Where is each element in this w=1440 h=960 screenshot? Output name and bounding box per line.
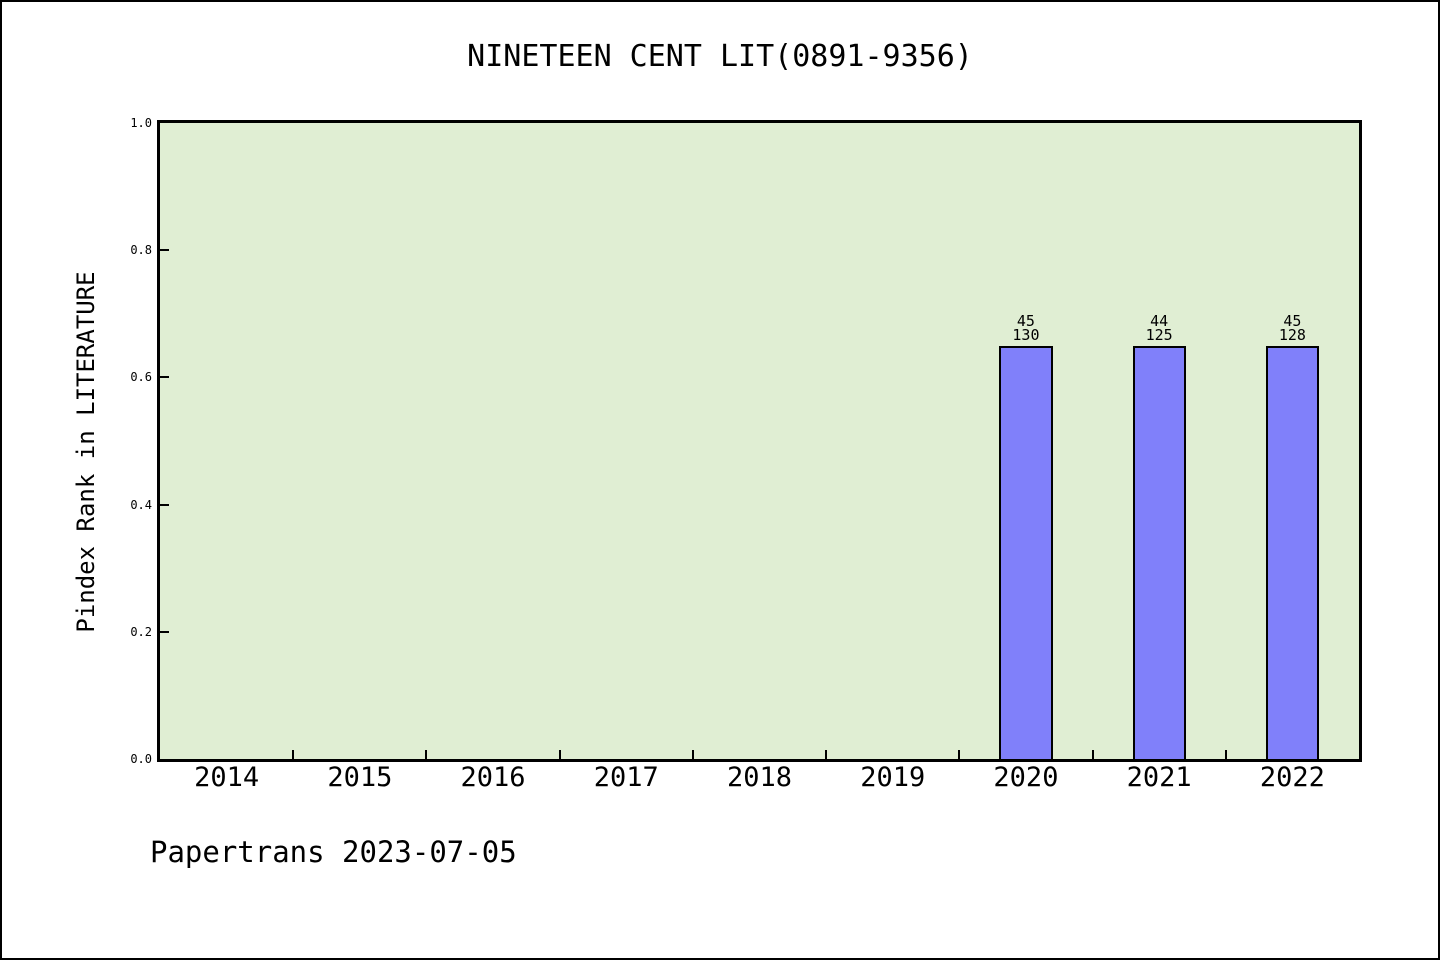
bar-2022 [1265,345,1320,759]
plot-area: 45 130 44 125 45 128 [157,120,1362,762]
x-axis-tick-labels: 2014 2015 2016 2017 2018 2019 2020 2021 2022 [160,762,1359,798]
y-tick-mark [160,630,169,633]
bar-2021 [1132,345,1186,759]
x-tick-label: 2018 [726,762,793,793]
y-tick-mark [160,376,169,379]
y-tick-mark [160,249,169,252]
bar-value-label: 45 128 [1278,311,1306,344]
x-tick-mark [1224,750,1227,759]
y-tick-label: 1.0 [130,116,152,130]
y-axis-tick-labels: 0.0 0.2 0.4 0.6 0.8 1.0 [2,116,152,766]
y-tick-label: 0.6 [130,370,152,385]
x-tick-label: 2019 [860,762,926,793]
y-tick-mark [160,503,169,506]
x-tick-label: 2016 [460,762,526,793]
y-tick-label: 0.8 [130,243,152,258]
x-tick-mark [425,750,428,759]
y-tick-label: 0.4 [130,497,152,512]
y-tick-label: 0.2 [130,624,152,639]
bar-value-label: 44 125 [1145,311,1173,344]
bar-2020 [999,345,1053,759]
x-tick-mark [958,750,961,759]
bar-value-label: 45 130 [1012,311,1040,344]
x-tick-mark [825,750,828,759]
x-tick-label: 2021 [1126,762,1192,793]
x-tick-mark [1091,750,1094,759]
x-tick-mark [558,750,561,759]
watermark-text: Papertrans 2023-07-05 [150,835,517,869]
x-tick-label: 2022 [1259,762,1325,793]
y-tick-label: 0.0 [130,752,152,766]
x-tick-label: 2014 [194,762,260,793]
x-tick-label: 2020 [993,762,1059,793]
x-tick-label: 2015 [327,762,393,793]
x-tick-mark [691,750,694,759]
x-tick-mark [292,750,295,759]
x-tick-label: 2017 [593,762,659,793]
chart-title: NINETEEN CENT LIT(0891-9356) [467,39,973,74]
